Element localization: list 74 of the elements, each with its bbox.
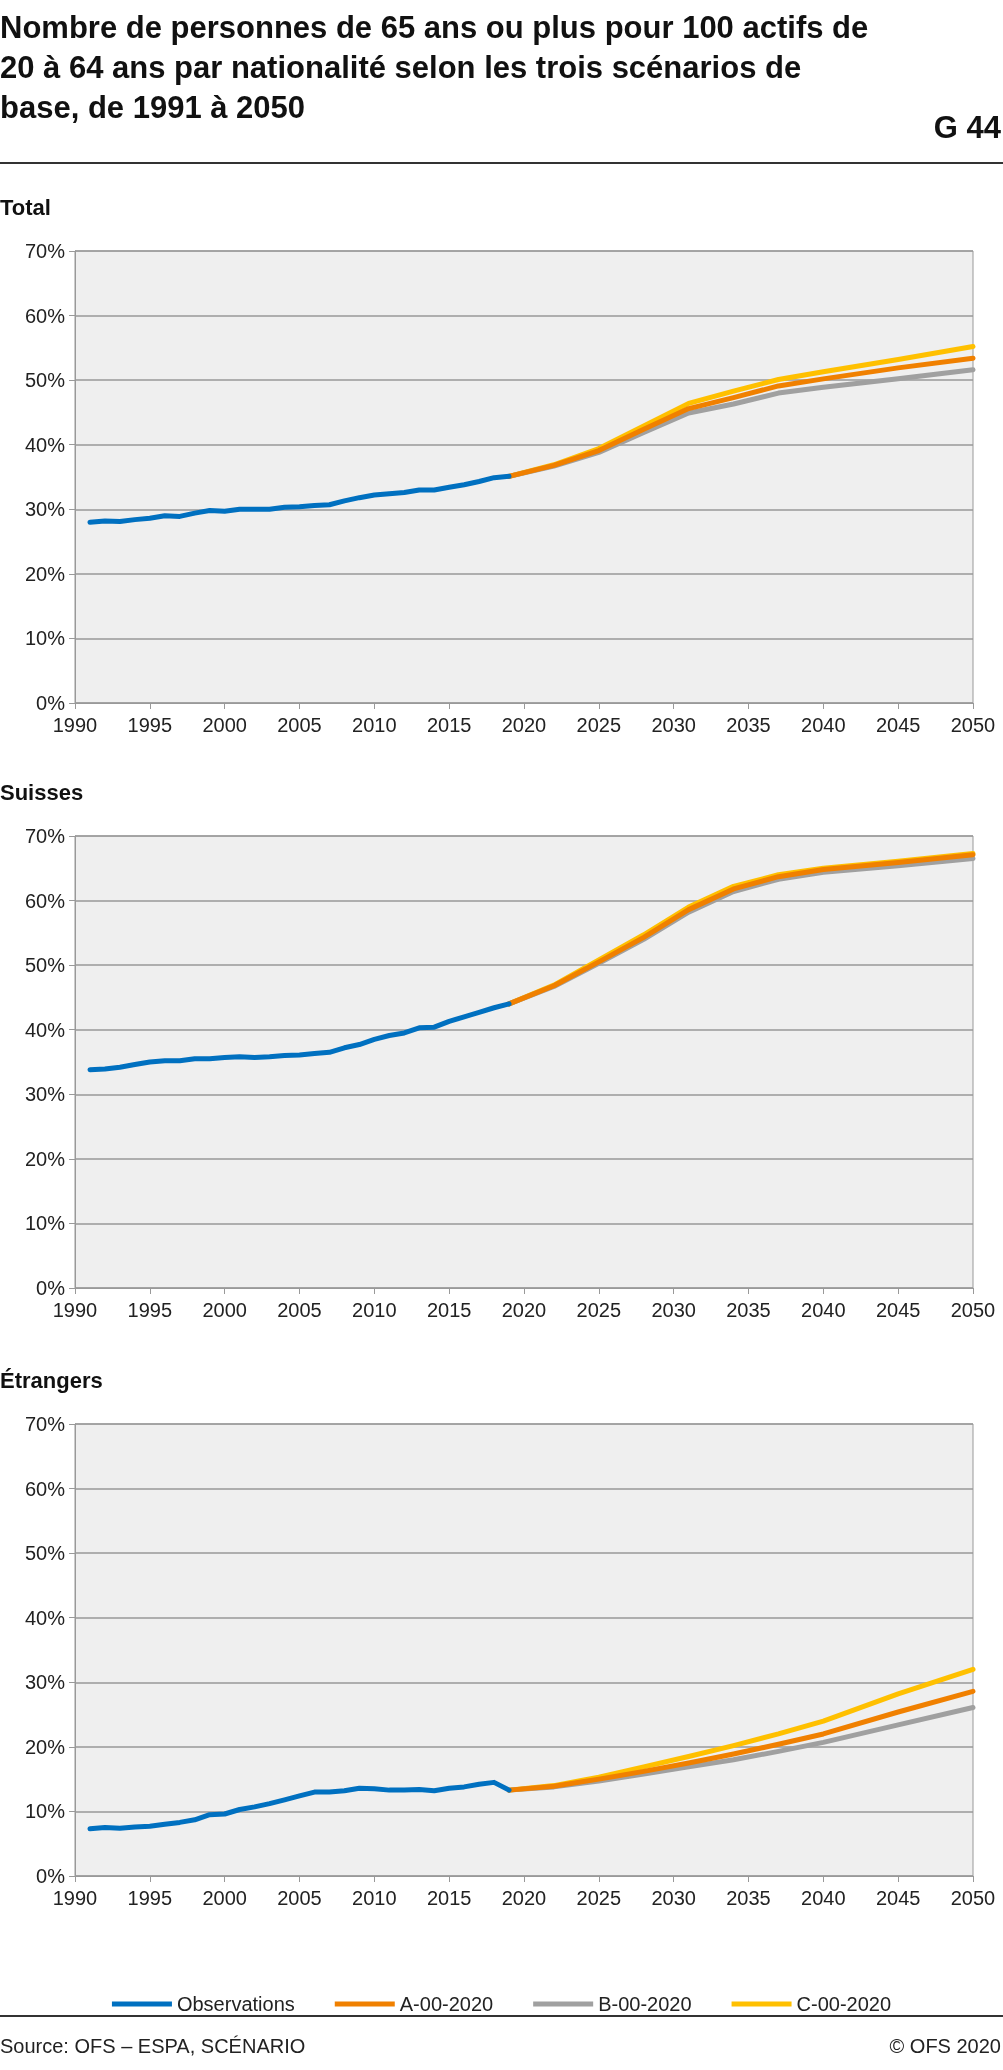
x-tick-label: 2040 (801, 1887, 846, 1909)
y-tick-label: 70% (24, 1413, 66, 1435)
legend-label: Observations (176, 1993, 295, 2015)
x-tick-label: 2030 (651, 714, 696, 736)
y-tick-label: 0% (36, 1865, 66, 1887)
y-tick-label: 70% (24, 240, 66, 262)
y-tick-label: 60% (24, 304, 66, 327)
text: G 44 (933, 110, 1001, 146)
x-tick-label: 2035 (726, 1299, 771, 1321)
x-tick-label: 1990 (52, 1299, 98, 1321)
chart-title: Étrangers (0, 1368, 103, 1394)
x-tick-label: 2005 (277, 714, 322, 736)
y-tick-label: 10% (24, 627, 66, 650)
x-tick-label: 1995 (127, 1299, 173, 1321)
x-tick-label: 1990 (52, 1887, 98, 1909)
legend-label: C-00-2020 (796, 1993, 892, 2015)
y-tick-label: 10% (24, 1212, 66, 1235)
x-tick-label: 2015 (426, 714, 472, 736)
y-tick-label: 50% (24, 954, 66, 977)
y-tick-label: 0% (36, 692, 66, 714)
x-tick-label: 2025 (576, 1887, 622, 1909)
source-note: Source: OFS – ESPA, SCÉNARIO (0, 2035, 306, 2058)
x-tick-label: 2040 (801, 1299, 846, 1321)
y-tick-label: 20% (24, 562, 66, 585)
x-tick-label: 2015 (426, 1299, 472, 1321)
y-tick-label: 20% (24, 1735, 66, 1758)
x-tick-label: 1995 (127, 714, 173, 736)
x-tick-label: 2005 (277, 1299, 322, 1321)
y-tick-label: 50% (24, 1542, 66, 1565)
x-tick-label: 2010 (352, 714, 397, 736)
x-tick-label: 2020 (501, 1887, 547, 1909)
x-tick-label: 2045 (875, 1887, 921, 1909)
x-tick-label: 2010 (352, 1887, 397, 1909)
y-tick-label: 30% (24, 1083, 66, 1106)
legend-label: B-00-2020 (598, 1993, 692, 2015)
x-tick-label: 2015 (426, 1887, 472, 1909)
y-tick-label: 60% (24, 889, 66, 912)
y-tick-label: 20% (24, 1147, 66, 1170)
x-tick-label: 2030 (651, 1299, 696, 1321)
y-tick-label: 30% (24, 1671, 66, 1694)
x-tick-label: 2020 (501, 714, 547, 736)
x-tick-label: 2035 (726, 1887, 771, 1909)
x-tick-label: 2045 (875, 714, 921, 736)
y-tick-label: 50% (24, 369, 66, 392)
x-tick-label: 2050 (950, 714, 996, 736)
y-tick-label: 40% (24, 1018, 66, 1041)
x-tick-label: 2035 (726, 714, 771, 736)
x-tick-label: 2030 (651, 1887, 696, 1909)
y-tick-label: 0% (36, 1277, 66, 1299)
y-tick-label: 70% (24, 825, 66, 847)
legend-label: A-00-2020 (399, 1993, 494, 2015)
x-tick-label: 2050 (950, 1887, 996, 1909)
x-tick-label: 2025 (576, 714, 622, 736)
x-tick-label: 2000 (202, 1887, 247, 1909)
x-tick-label: 1990 (52, 714, 98, 736)
y-tick-label: 40% (24, 1606, 66, 1629)
x-tick-label: 2020 (501, 1299, 547, 1321)
x-tick-label: 2050 (950, 1299, 996, 1321)
x-tick-label: 1995 (127, 1887, 173, 1909)
x-tick-label: 2025 (576, 1299, 622, 1321)
chart-title: Suisses (0, 780, 84, 806)
x-tick-label: 2000 (202, 714, 247, 736)
y-tick-label: 60% (24, 1477, 66, 1500)
text: © OFS 2020 (889, 2035, 1001, 2058)
x-tick-label: 2010 (352, 1299, 397, 1321)
chart-subtitle: Total (0, 195, 51, 221)
y-tick-label: 40% (24, 433, 66, 456)
x-tick-label: 2000 (202, 1299, 247, 1321)
y-tick-label: 30% (24, 498, 66, 521)
y-tick-label: 10% (24, 1800, 66, 1823)
x-tick-label: 2045 (875, 1299, 921, 1321)
chart-title: Nombre de personnes de 65 ans ou plus pour 100 actifs de 20 à 64 ans par nationalité selon les trois scénarios de base, de 1991 à 2050 (0, 9, 870, 127)
x-tick-label: 2005 (277, 1887, 322, 1909)
x-tick-label: 2040 (801, 714, 846, 736)
